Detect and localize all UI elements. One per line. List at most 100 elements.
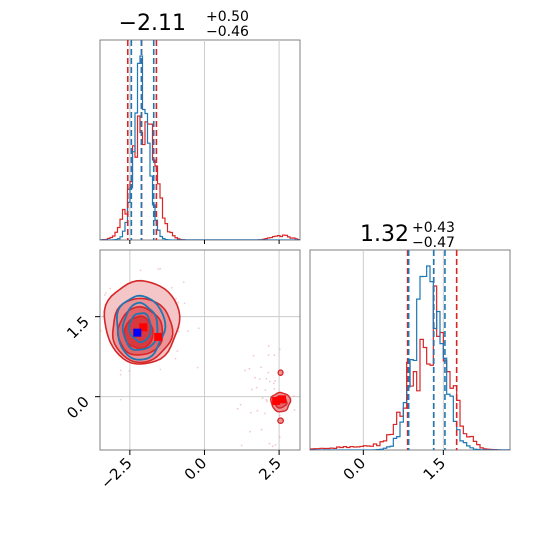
tickmarks-param1 xyxy=(129,240,280,244)
xtick-label-param1-1: 0.0 xyxy=(181,454,211,484)
scatter-point xyxy=(177,301,179,304)
scatter-point xyxy=(244,369,246,372)
panel-frame-param2 xyxy=(309,249,511,451)
scatter-point xyxy=(96,340,98,342)
param1-title: −2.11 xyxy=(119,11,186,36)
scatter-point xyxy=(300,463,302,465)
scatter-point xyxy=(139,269,142,272)
ytick-label-param2-0: 0.0 xyxy=(63,393,93,423)
joint-panel: −2.5 0.0 2.5 0.0 1.5 xyxy=(63,249,302,493)
marker-red-3 xyxy=(278,395,287,404)
scatter-point xyxy=(176,350,179,353)
xtick-label-param1-2: 2.5 xyxy=(255,454,285,484)
scatter-point xyxy=(177,330,180,333)
contours xyxy=(103,279,292,424)
scatter-point xyxy=(105,292,107,294)
xtick-label-param2-1: 1.5 xyxy=(420,454,450,484)
scatter-point xyxy=(182,281,185,284)
scatter-point xyxy=(109,287,112,290)
markers xyxy=(133,323,287,405)
marker-blue-0 xyxy=(133,328,142,337)
scatter-point xyxy=(119,369,122,372)
scatter-point xyxy=(248,367,251,370)
scatter-point xyxy=(273,354,276,357)
scatter-point xyxy=(257,464,259,466)
scatter-point xyxy=(187,330,189,332)
scatter-point xyxy=(174,357,177,360)
scatter-point xyxy=(267,345,270,347)
scatter-point xyxy=(264,412,267,415)
scatter-point xyxy=(260,428,263,431)
scatter-point xyxy=(103,294,106,296)
scatter-point xyxy=(272,382,275,385)
histograms-param1 xyxy=(100,55,300,240)
scatter-point xyxy=(175,297,177,300)
scatter-point xyxy=(260,366,263,369)
scatter-point xyxy=(240,444,243,447)
scatter-point xyxy=(268,380,271,383)
scatter-point xyxy=(157,268,160,271)
scatter-point xyxy=(249,411,252,414)
scatter-points xyxy=(69,267,302,466)
marker-red-0 xyxy=(139,323,148,332)
contour-blue-1 xyxy=(121,301,159,351)
param1-title-upper-error: +0.50 xyxy=(206,9,249,25)
scatter-point xyxy=(119,373,122,376)
scatter-point xyxy=(267,354,270,357)
scatter-point xyxy=(170,286,173,289)
scatter-point xyxy=(128,369,131,372)
param2-title-upper-error: +0.43 xyxy=(412,220,455,236)
scatter-point xyxy=(271,445,274,448)
scatter-point xyxy=(252,354,255,357)
scatter-point xyxy=(274,379,276,382)
scatter-point xyxy=(267,371,270,374)
scatter-point xyxy=(196,366,199,369)
marker-red-1 xyxy=(154,332,163,341)
scatter-point xyxy=(258,378,261,380)
scatter-point xyxy=(265,377,268,380)
contour-blue-2 xyxy=(128,312,152,344)
grid-param1 xyxy=(129,40,280,240)
scatter-point xyxy=(69,295,71,297)
scatter-point xyxy=(268,442,271,445)
scatter-point xyxy=(278,436,281,439)
scatter-point xyxy=(250,388,253,391)
scatter-point xyxy=(274,444,277,446)
scatter-point xyxy=(236,407,239,410)
scatter-point xyxy=(278,348,281,351)
scatter-point xyxy=(254,376,257,379)
scatter-point xyxy=(261,397,264,400)
scatter-point xyxy=(183,302,186,305)
scatter-point xyxy=(255,386,258,389)
histogram-blue-param2 xyxy=(310,265,510,450)
scatter-point xyxy=(266,400,268,403)
xtick-label-param2-0: 0.0 xyxy=(340,454,370,484)
param2-title-lower-error: −0.47 xyxy=(412,235,455,251)
xtick-label-param1-0: −2.5 xyxy=(97,454,135,492)
scatter-point xyxy=(264,454,266,456)
scatter-point xyxy=(293,409,296,411)
marginal-panel-param2: 1.32 +0.43 −0.47 0.0 1.5 xyxy=(309,220,511,484)
scatter-point xyxy=(249,430,251,433)
contour-blue-0 xyxy=(115,294,167,361)
ytick-label-param2-1: 1.5 xyxy=(63,313,93,343)
contour-red-island-upper xyxy=(277,369,284,376)
panel-frame-joint xyxy=(99,249,301,451)
histograms-param2 xyxy=(310,265,510,450)
scatter-point xyxy=(264,389,267,391)
scatter-point xyxy=(256,409,259,412)
param2-title: 1.32 xyxy=(360,222,409,247)
marker-red-2 xyxy=(272,396,281,405)
param1-title-lower-error: −0.46 xyxy=(206,24,249,40)
quantile-lines-param1 xyxy=(126,40,158,240)
histogram-blue-param1 xyxy=(100,55,300,240)
scatter-point xyxy=(278,414,281,417)
quantile-lines-param2 xyxy=(406,250,458,450)
scatter-point xyxy=(292,395,295,397)
scatter-point xyxy=(197,327,200,330)
scatter-point xyxy=(119,398,122,401)
marginal-panel-param1: −2.11 +0.50 −0.46 xyxy=(99,9,301,244)
scatter-point xyxy=(159,267,162,270)
